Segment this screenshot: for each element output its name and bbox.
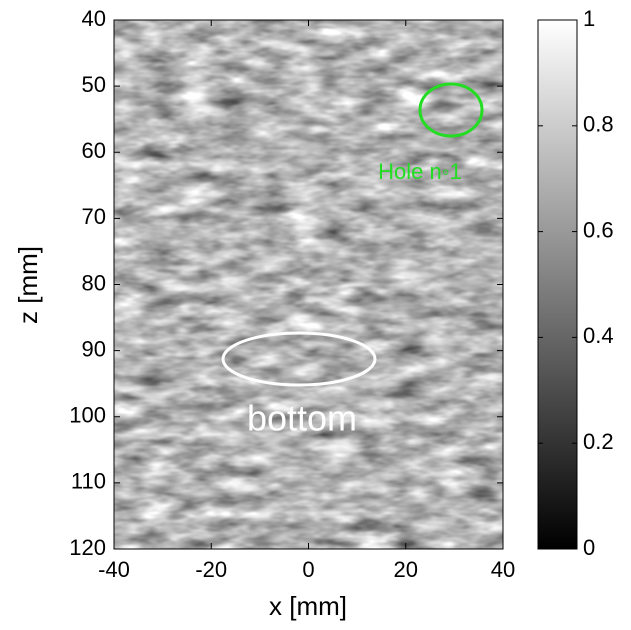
colorbar-tick-label: 0 — [583, 535, 595, 560]
x-tick-label: -40 — [98, 557, 130, 582]
x-tick-label: 40 — [491, 557, 515, 582]
y-tick-label: 80 — [82, 270, 106, 295]
y-tick-label: 110 — [71, 469, 106, 494]
y-tick-label: 90 — [82, 336, 106, 361]
annotation-ellipse — [221, 331, 377, 387]
y-tick-label: 70 — [82, 204, 106, 229]
x-tick-label: -20 — [195, 557, 227, 582]
colorbar-tick-label: 1 — [583, 6, 595, 31]
colorbar-tick-label: 0.8 — [583, 112, 614, 137]
colorbar-tick-label: 0.4 — [583, 323, 614, 348]
colorbar — [537, 19, 578, 550]
y-tick-label: 60 — [82, 138, 106, 163]
colorbar-tick-label: 0.6 — [583, 217, 614, 242]
annotation: bottom — [247, 398, 357, 439]
annotation: Hole n◦1 — [378, 159, 462, 184]
y-axis-label: z [mm] — [13, 246, 43, 324]
annotation-ellipse — [418, 82, 484, 138]
x-tick-label: 20 — [394, 557, 418, 582]
colorbar-tick-label: 0.2 — [583, 429, 614, 454]
y-tick-label: 120 — [69, 535, 106, 560]
y-tick-label: 40 — [82, 6, 106, 31]
image — [114, 20, 503, 549]
y-tick-label: 50 — [82, 72, 106, 97]
x-tick-label: 0 — [302, 557, 314, 582]
x-axis-label: x [mm] — [269, 591, 347, 621]
y-tick-label: 100 — [69, 403, 106, 428]
